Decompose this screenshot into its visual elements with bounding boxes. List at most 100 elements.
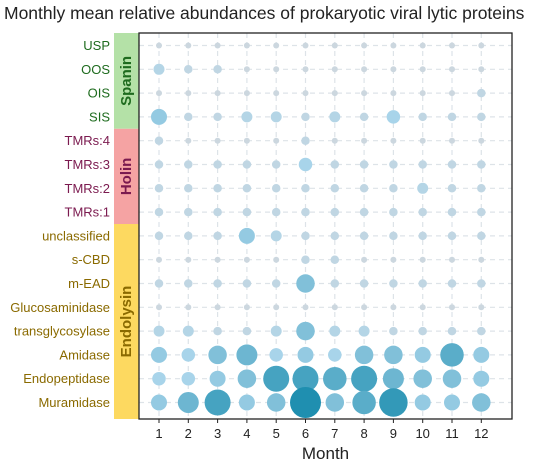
- bubble: [389, 326, 398, 336]
- x-axis-label: Month: [302, 444, 349, 463]
- bubble: [271, 160, 281, 169]
- bubble: [209, 370, 226, 387]
- bubble: [242, 279, 252, 288]
- bubble: [477, 207, 486, 217]
- bubble: [273, 66, 280, 73]
- bubble: [153, 325, 165, 337]
- bubble: [473, 370, 490, 387]
- row-label: USP: [83, 38, 110, 53]
- bubble: [449, 90, 455, 97]
- bubble: [418, 160, 427, 169]
- bubble: [237, 369, 257, 388]
- bubble: [414, 346, 431, 363]
- bubble: [389, 184, 398, 193]
- bubble: [359, 112, 369, 122]
- bubble: [447, 184, 457, 193]
- bubble: [273, 256, 280, 263]
- bubble: [263, 365, 290, 392]
- bubble: [419, 256, 426, 263]
- chart-title: Monthly mean relative abundances of prok…: [4, 3, 525, 23]
- bubble: [418, 279, 427, 288]
- bubbles: [151, 42, 491, 418]
- bubble: [213, 65, 222, 74]
- bubble: [419, 42, 426, 49]
- bubble: [184, 231, 193, 241]
- bubble: [273, 90, 280, 97]
- row-label: s-CBD: [72, 252, 110, 267]
- bubble: [151, 346, 167, 363]
- bubble: [389, 207, 398, 217]
- bubble: [269, 348, 283, 362]
- bubble: [419, 90, 426, 97]
- bubble: [302, 42, 309, 49]
- bubble: [389, 231, 398, 241]
- bubble: [301, 136, 310, 145]
- bubble: [325, 393, 345, 412]
- bubble: [153, 63, 165, 75]
- bubble: [154, 184, 164, 193]
- bubble: [472, 393, 491, 412]
- bubble: [213, 184, 222, 193]
- bubble: [213, 279, 222, 288]
- bubble: [361, 90, 368, 97]
- bubble: [301, 231, 310, 241]
- bubble: [331, 90, 338, 97]
- bubble: [449, 304, 455, 311]
- bubble: [447, 231, 457, 241]
- bubble: [330, 207, 340, 217]
- bubble: [419, 66, 426, 73]
- bubble: [330, 184, 340, 193]
- group-label: Endolysin: [118, 286, 135, 358]
- bubble: [478, 66, 485, 73]
- bubble: [213, 207, 222, 217]
- bubble: [361, 42, 368, 49]
- bubble: [236, 344, 258, 366]
- bubble: [418, 207, 427, 217]
- bubble: [184, 112, 193, 122]
- x-tick-label: 5: [273, 426, 280, 441]
- bubble: [386, 110, 401, 124]
- bubble: [270, 111, 282, 123]
- bubble: [329, 111, 341, 123]
- bubble: [359, 279, 369, 288]
- bubble: [152, 371, 166, 386]
- bubble: [182, 325, 194, 337]
- bubble: [359, 160, 369, 169]
- x-tick-label: 8: [360, 426, 367, 441]
- bubble: [154, 160, 164, 169]
- row-label: m-EAD: [68, 276, 110, 291]
- bubble: [292, 365, 319, 392]
- bubble: [185, 137, 192, 144]
- plot-frame: [138, 32, 513, 420]
- bubble: [359, 184, 369, 193]
- bubble: [330, 231, 340, 241]
- bubble: [243, 137, 250, 144]
- x-tick-label: 7: [331, 426, 338, 441]
- bubble: [323, 366, 347, 391]
- bubble: [478, 256, 485, 263]
- bubble: [449, 66, 455, 73]
- bubble: [177, 392, 199, 413]
- bubble: [156, 90, 162, 97]
- bubble: [181, 348, 196, 362]
- bubble: [477, 231, 486, 241]
- row-label: Glucosaminidase: [10, 300, 110, 315]
- bubble: [447, 207, 457, 217]
- bubble: [447, 112, 457, 122]
- bubble: [213, 326, 222, 336]
- bubble: [185, 90, 192, 97]
- bubble: [301, 255, 310, 264]
- bubble: [208, 345, 227, 365]
- row-label: unclassified: [42, 228, 110, 243]
- bubble: [444, 394, 460, 411]
- bubble: [156, 256, 162, 263]
- bubble: [185, 42, 192, 49]
- bubble: [331, 304, 338, 311]
- bubble: [418, 231, 427, 241]
- bubble: [449, 137, 455, 144]
- group-label: Spanin: [118, 56, 135, 106]
- bubble: [214, 42, 221, 49]
- bubble: [390, 304, 397, 311]
- bubble: [156, 42, 162, 49]
